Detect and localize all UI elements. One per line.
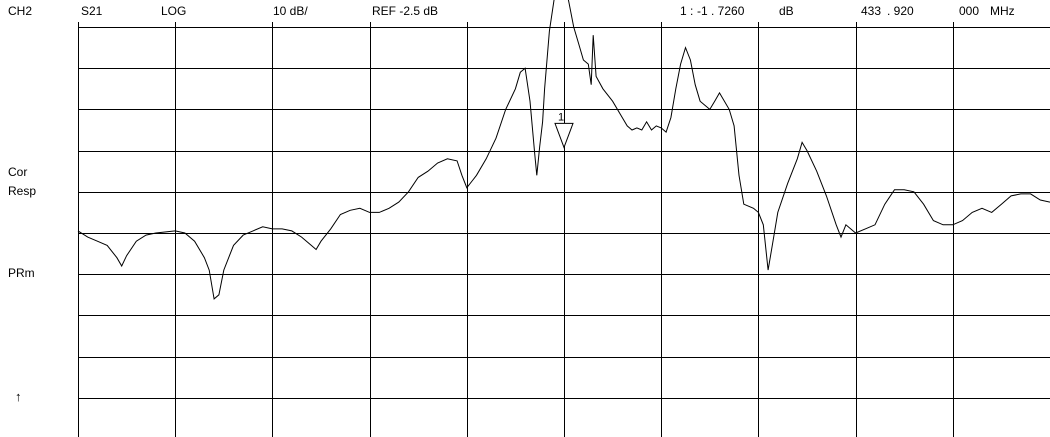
marker-label: 1 <box>558 111 564 123</box>
reference-arrow: ↑ <box>15 389 22 404</box>
prm-label: PRm <box>8 266 35 280</box>
marker-freq-part1: 433 <box>861 4 882 18</box>
graticule <box>78 22 1050 437</box>
scale-label: 10 dB/ <box>273 4 308 18</box>
marker-index: 1 : <box>680 4 694 18</box>
marker-freq-unit: MHz <box>990 4 1015 18</box>
resp-label: Resp <box>8 184 37 198</box>
parameter-label: S21 <box>81 4 103 18</box>
marker-value-unit: dB <box>779 4 794 18</box>
marker-1: 1 <box>554 111 574 149</box>
reference-label: REF -2.5 dB <box>372 4 439 18</box>
trace-line <box>77 0 1050 300</box>
marker-triangle <box>554 122 574 149</box>
cor-label: Cor <box>8 165 28 179</box>
marker-freq-part2: . 920 <box>887 4 914 18</box>
marker-freq-part3: 000 <box>959 4 980 18</box>
format-label: LOG <box>161 4 187 18</box>
channel-label: CH2 <box>8 4 33 18</box>
marker-value: -1 . 7260 <box>697 4 745 18</box>
